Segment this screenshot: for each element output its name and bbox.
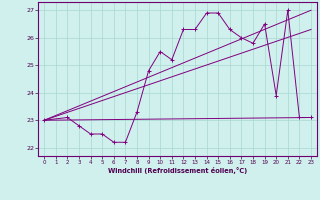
X-axis label: Windchill (Refroidissement éolien,°C): Windchill (Refroidissement éolien,°C) <box>108 167 247 174</box>
